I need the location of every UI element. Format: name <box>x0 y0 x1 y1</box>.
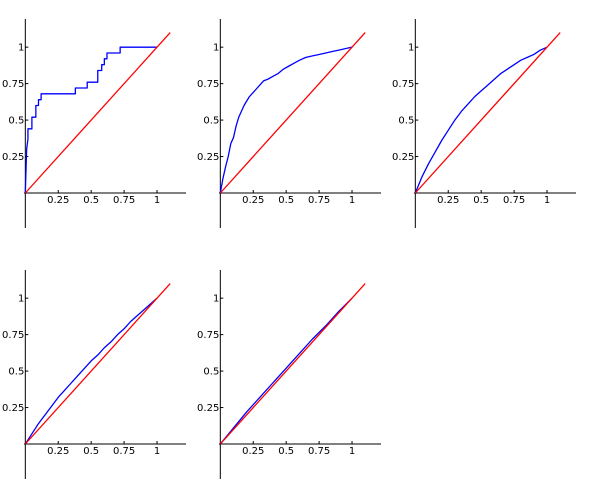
x-tick-label: 1 <box>154 446 160 457</box>
x-tick-label: 0.25 <box>437 195 459 206</box>
y-tick-label: 0.25 <box>2 152 24 163</box>
x-ticks: 0.25 0.5 0.75 1 <box>242 441 355 457</box>
x-tick-label: 0.5 <box>278 195 294 206</box>
y-tick-label: 1 <box>408 43 414 54</box>
x-ticks: 0.25 0.5 0.75 1 <box>47 190 160 206</box>
y-tick-label: 0.5 <box>8 367 24 378</box>
y-tick-label: 0.5 <box>8 116 24 127</box>
chart-panel-3: 0.25 0.5 0.75 1 0.25 0.5 0.75 1 <box>392 19 576 228</box>
x-tick-label: 1 <box>349 195 355 206</box>
chart-panel-2: 0.25 0.5 0.75 1 0.25 0.5 0.75 1 <box>197 19 381 228</box>
blue-curve-line <box>24 297 158 445</box>
red-diagonal-line <box>414 32 561 194</box>
y-tick-label: 0.5 <box>203 116 219 127</box>
chart-panel-4: 0.25 0.5 0.75 1 0.25 0.5 0.75 1 <box>2 270 186 479</box>
red-diagonal-line <box>219 32 366 194</box>
x-tick-label: 0.75 <box>113 195 135 206</box>
y-ticks: 0.25 0.5 0.75 1 <box>197 294 224 414</box>
y-tick-label: 1 <box>18 294 24 305</box>
x-tick-label: 1 <box>154 195 160 206</box>
x-tick-label: 0.5 <box>473 195 489 206</box>
y-tick-label: 0.25 <box>2 403 24 414</box>
x-ticks: 0.25 0.5 0.75 1 <box>47 441 160 457</box>
y-tick-label: 1 <box>18 43 24 54</box>
blue-curve-line <box>414 46 548 194</box>
blue-curve-line <box>24 46 158 194</box>
blue-curve-line <box>219 297 353 445</box>
y-tick-label: 0.75 <box>2 79 24 90</box>
y-tick-label: 0.5 <box>203 367 219 378</box>
y-tick-label: 0.25 <box>197 152 219 163</box>
x-tick-label: 0.75 <box>503 195 525 206</box>
x-tick-label: 0.5 <box>278 446 294 457</box>
y-ticks: 0.25 0.5 0.75 1 <box>2 294 29 414</box>
x-tick-label: 0.25 <box>47 446 69 457</box>
y-tick-label: 1 <box>213 294 219 305</box>
red-diagonal-line <box>219 283 366 445</box>
red-diagonal-line <box>24 283 171 445</box>
y-ticks: 0.25 0.5 0.75 1 <box>2 43 29 163</box>
chart-panel-5: 0.25 0.5 0.75 1 0.25 0.5 0.75 1 <box>197 270 381 479</box>
y-tick-label: 0.25 <box>197 403 219 414</box>
y-tick-label: 0.75 <box>197 330 219 341</box>
red-diagonal-line <box>24 32 171 194</box>
blue-curve-line <box>219 46 353 194</box>
x-tick-label: 0.25 <box>242 195 264 206</box>
x-tick-label: 0.5 <box>83 446 99 457</box>
y-tick-label: 0.75 <box>197 79 219 90</box>
x-tick-label: 0.75 <box>113 446 135 457</box>
x-tick-label: 0.5 <box>83 195 99 206</box>
chart-panel-1: 0.25 0.5 0.75 1 0.25 0.5 0.75 1 <box>2 19 186 228</box>
x-tick-label: 1 <box>544 195 550 206</box>
y-tick-label: 0.75 <box>392 79 414 90</box>
y-ticks: 0.25 0.5 0.75 1 <box>197 43 224 163</box>
x-tick-label: 0.75 <box>308 195 330 206</box>
x-tick-label: 1 <box>349 446 355 457</box>
y-ticks: 0.25 0.5 0.75 1 <box>392 43 419 163</box>
y-tick-label: 0.5 <box>398 116 414 127</box>
y-tick-label: 1 <box>213 43 219 54</box>
x-tick-label: 0.25 <box>242 446 264 457</box>
x-tick-label: 0.25 <box>47 195 69 206</box>
y-tick-label: 0.75 <box>2 330 24 341</box>
x-tick-label: 0.75 <box>308 446 330 457</box>
y-tick-label: 0.25 <box>392 152 414 163</box>
x-ticks: 0.25 0.5 0.75 1 <box>242 190 355 206</box>
x-ticks: 0.25 0.5 0.75 1 <box>437 190 550 206</box>
